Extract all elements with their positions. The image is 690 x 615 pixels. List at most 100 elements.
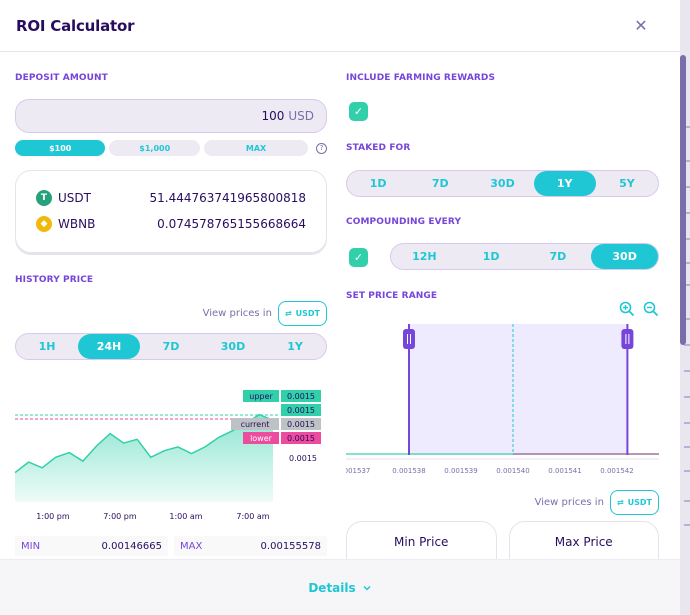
compounding-checkbox[interactable]: ✓	[349, 248, 368, 267]
min-label: MIN	[21, 540, 41, 552]
farming-checkbox[interactable]: ✓	[349, 102, 368, 121]
min-price-title: Min Price	[394, 535, 449, 549]
marker-value: 0.0015	[287, 406, 315, 415]
price-marker: lower 0.0015	[243, 432, 321, 444]
token-symbol: USDT	[58, 191, 91, 205]
preset-100-button[interactable]: $100	[15, 140, 106, 156]
usdt-icon: T	[36, 190, 52, 206]
staked-5y[interactable]: 5Y	[619, 177, 635, 190]
deposit-amount-input[interactable]: 100 USD	[15, 99, 327, 133]
preset-1000-button[interactable]: $1,000	[109, 140, 200, 156]
token-row-wbnb: ◆ WBNB 0.074578765155668664	[36, 214, 306, 234]
close-button[interactable]: ✕	[628, 12, 654, 38]
history-range-24h[interactable]: 24H	[78, 334, 140, 359]
range-x-tick-label: 0.001542	[600, 467, 633, 475]
farming-label: INCLUDE FARMING REWARDS	[346, 73, 496, 83]
check-icon: ✓	[353, 251, 364, 264]
range-currency-toggle-button[interactable]: ⇄ USDT	[609, 490, 659, 515]
staked-1y[interactable]: 1Y	[533, 171, 596, 196]
deposit-unit: USD	[288, 109, 314, 123]
zoom-in-icon[interactable]	[619, 301, 635, 317]
modal-scrollbar[interactable]	[680, 55, 686, 345]
token-symbol: WBNB	[58, 217, 96, 231]
staked-for-label: STAKED FOR	[346, 143, 411, 153]
modal-title: ROI Calculator	[16, 16, 135, 35]
token-row-usdt: T USDT 51.444763741965800818	[36, 188, 306, 208]
y-axis-value: 0.0015	[289, 454, 317, 463]
max-value: 0.00155578	[260, 540, 321, 552]
compounding-selector: 12H 1D 7D 30D	[390, 243, 659, 270]
details-toggle-button[interactable]: Details	[0, 559, 680, 615]
help-icon[interactable]: ?	[316, 142, 328, 154]
check-icon: ✓	[353, 105, 364, 118]
wbnb-icon: ◆	[36, 216, 52, 232]
token-amount: 51.444763741965800818	[149, 191, 306, 205]
range-x-tick-label: 0.001538	[392, 467, 425, 475]
token-amount: 0.074578765155668664	[157, 217, 306, 231]
history-range-1h[interactable]: 1H	[38, 340, 56, 353]
compound-7d[interactable]: 7D	[549, 250, 567, 263]
history-min-max: MIN 0.00146665 MAX 0.00155578	[15, 536, 327, 556]
staked-1d[interactable]: 1D	[369, 177, 387, 190]
min-price-handle[interactable]	[403, 324, 415, 455]
compound-1d[interactable]: 1D	[482, 250, 500, 263]
marker-label: upper	[249, 392, 273, 401]
history-range-7d[interactable]: 7D	[162, 340, 180, 353]
history-price-label: HISTORY PRICE	[15, 275, 94, 285]
zoom-out-icon[interactable]	[643, 301, 659, 317]
set-price-range-label: SET PRICE RANGE	[346, 291, 438, 301]
compounding-label: COMPOUNDING EVERY	[346, 217, 462, 227]
currency-label: USDT	[295, 309, 320, 318]
min-value: 0.00146665	[101, 540, 162, 552]
deposit-presets: $100 $1,000 MAX ?	[15, 140, 328, 156]
range-x-tick-label: 0.001541	[548, 467, 581, 475]
price-marker: upper 0.0015	[243, 390, 321, 402]
history-range-30d[interactable]: 30D	[220, 340, 246, 353]
staked-7d[interactable]: 7D	[431, 177, 449, 190]
chevron-down-icon	[363, 585, 371, 591]
deposit-label: DEPOSIT AMOUNT	[15, 73, 108, 83]
history-price-chart: upper 0.0015 0.0015 current 0.0015 lower 0.001…	[15, 390, 321, 521]
price-line	[15, 413, 274, 474]
marker-label: lower	[250, 434, 273, 443]
range-x-tick-label: 0.001539	[444, 467, 477, 475]
history-view-prices: View prices in ⇄ USDT	[203, 301, 327, 326]
swap-icon: ⇄	[616, 498, 624, 507]
modal-header: ROI Calculator	[0, 0, 680, 52]
price-marker: current 0.0015	[231, 418, 321, 430]
marker-value: 0.0015	[287, 434, 315, 443]
staked-30d[interactable]: 30D	[490, 177, 515, 190]
close-icon: ✕	[634, 15, 648, 35]
history-min: MIN 0.00146665	[15, 536, 168, 556]
selected-range-band	[409, 324, 628, 455]
history-currency-toggle-button[interactable]: ⇄ USDT	[277, 301, 327, 326]
token-breakdown-box: T USDT 51.444763741965800818 ◆ WBNB 0.07…	[15, 170, 327, 253]
range-x-tick-label: 001537	[346, 467, 370, 475]
history-max: MAX 0.00155578	[174, 536, 327, 556]
price-range-chart[interactable]: 001537 0.001538 0.001539 0.001540 0.001541 0.…	[346, 322, 659, 482]
currency-label: USDT	[627, 498, 652, 507]
price-marker: 0.0015	[281, 404, 321, 416]
marker-label: current	[241, 420, 270, 429]
preset-max-button[interactable]: MAX	[203, 140, 309, 156]
price-area	[15, 414, 273, 502]
swap-icon: ⇄	[284, 309, 292, 318]
details-label: Details	[308, 580, 356, 595]
zoom-controls	[619, 301, 659, 317]
staked-for-selector: 1D 7D 30D 1Y 5Y	[346, 170, 659, 197]
max-label: MAX	[180, 540, 203, 552]
history-range-1y[interactable]: 1Y	[287, 340, 303, 353]
view-prices-label: View prices in	[202, 308, 272, 319]
range-view-prices: View prices in ⇄ USDT	[535, 490, 659, 515]
background-marks	[684, 0, 690, 615]
x-tick-label: 1:00 am	[169, 512, 202, 521]
marker-value: 0.0015	[287, 392, 315, 401]
compound-12h[interactable]: 12H	[412, 250, 437, 263]
compound-30d[interactable]: 30D	[591, 244, 658, 269]
range-x-tick-label: 0.001540	[496, 467, 529, 475]
x-tick-label: 1:00 pm	[36, 512, 70, 521]
x-tick-label: 7:00 am	[236, 512, 269, 521]
history-range-selector: 1H 24H 7D 30D 1Y	[15, 333, 327, 360]
max-price-handle[interactable]	[621, 324, 634, 455]
